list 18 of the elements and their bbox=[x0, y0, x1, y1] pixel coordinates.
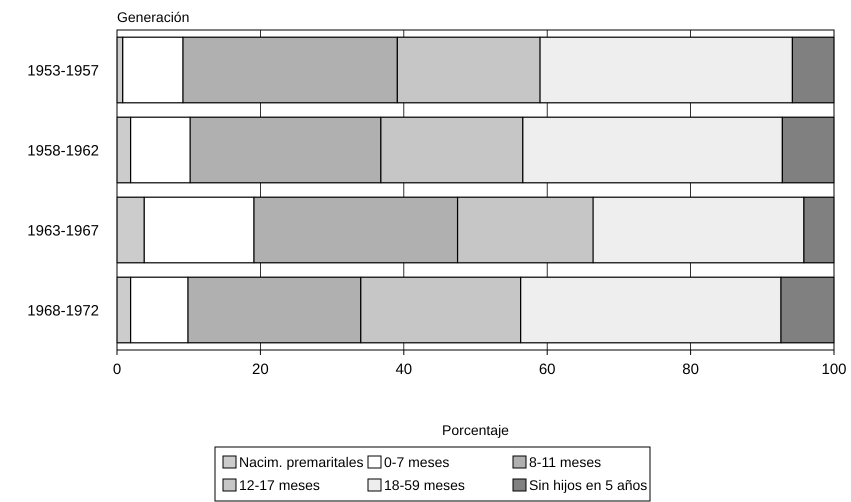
x-tick-label: 80 bbox=[682, 361, 699, 378]
x-tick-label: 20 bbox=[252, 361, 269, 378]
x-tick-label: 100 bbox=[821, 361, 847, 378]
x-axis-title: Porcentaje bbox=[442, 422, 510, 438]
legend-label: 18-59 meses bbox=[384, 477, 465, 493]
y-tick-label: 1968-1972 bbox=[27, 302, 99, 320]
legend-label: 8-11 meses bbox=[529, 454, 602, 470]
x-tick-label: 0 bbox=[112, 361, 122, 378]
y-tick-label: 1963-1967 bbox=[27, 222, 99, 240]
y-axis-title: Generación bbox=[117, 9, 190, 25]
legend-label: Sin hijos en 5 años bbox=[529, 477, 648, 493]
x-tick-label: 40 bbox=[395, 361, 412, 378]
y-tick-label: 1953-1957 bbox=[27, 62, 99, 80]
legend-label: Nacim. premaritales bbox=[239, 454, 364, 470]
x-tick-label: 60 bbox=[538, 361, 556, 378]
y-tick-label: 1958-1962 bbox=[27, 142, 99, 160]
legend-label: 0-7 meses bbox=[384, 454, 450, 470]
legend-label: 12-17 meses bbox=[239, 477, 320, 493]
